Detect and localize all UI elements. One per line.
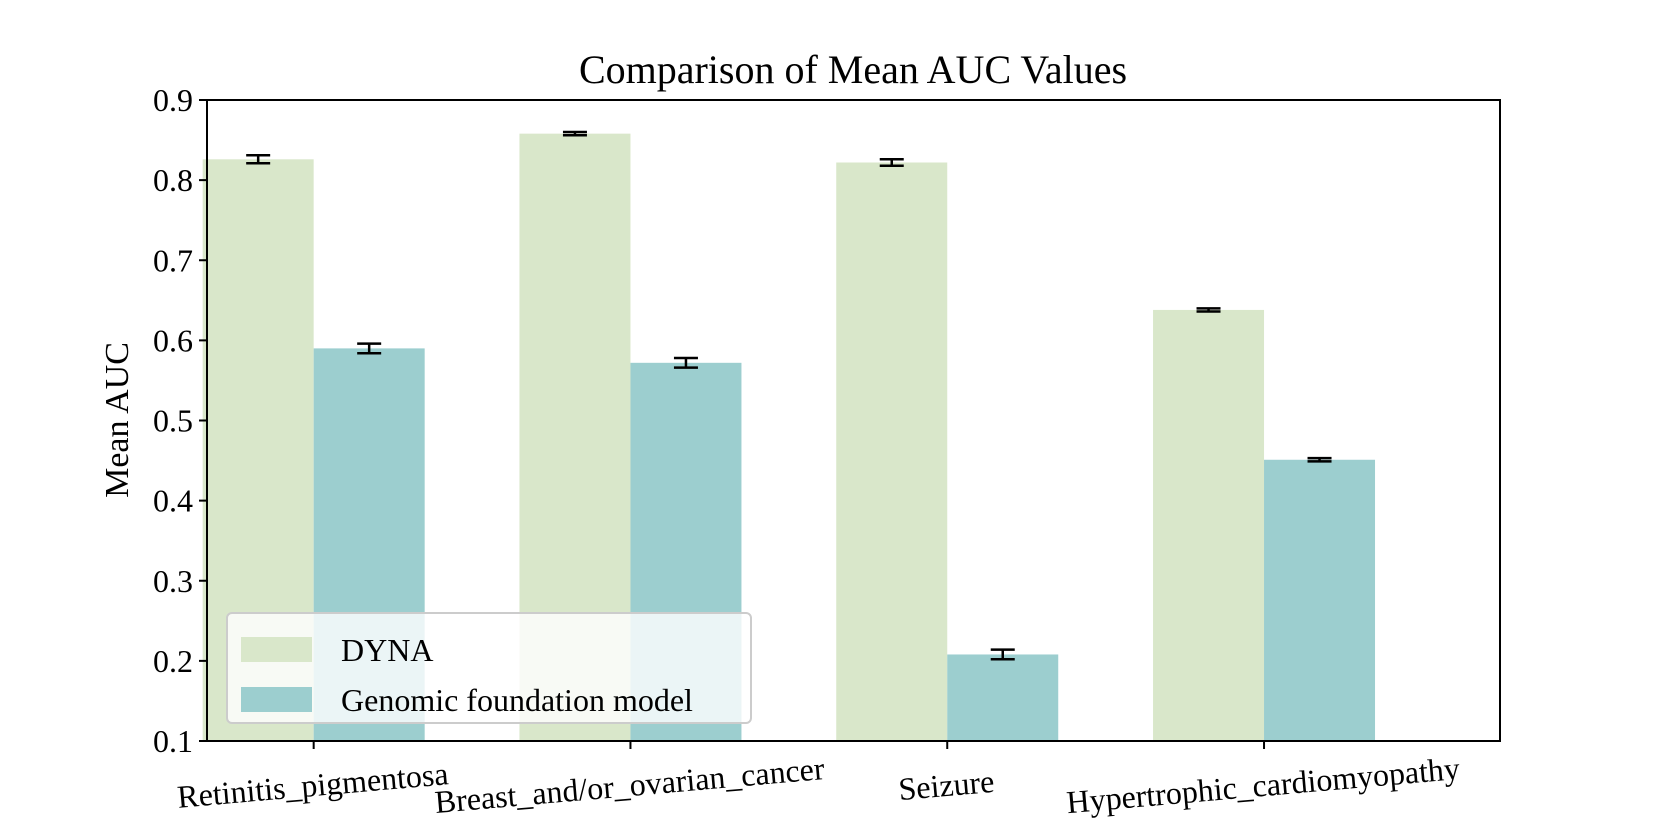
- bar-genomic-4: [1264, 459, 1376, 741]
- x-tick-label-4: Hypertrophic_cardiomyopathy: [1065, 750, 1461, 820]
- legend-box: [226, 612, 752, 724]
- y-tick-label-5: 0.5: [153, 403, 193, 439]
- error-bar-dyna-2: [562, 130, 587, 137]
- y-tick-label-4: 0.4: [153, 483, 193, 519]
- error-bar-genomic-1: [357, 342, 382, 355]
- y-tick-label-2: 0.2: [153, 643, 193, 679]
- x-tick-label-1: Retinitis_pigmentosa: [176, 755, 450, 815]
- y-tick-label-8: 0.8: [153, 162, 193, 198]
- bar-genomic-3: [947, 654, 1059, 741]
- legend-swatch-dyna: [241, 637, 312, 662]
- y-tick-label-3: 0.3: [153, 563, 193, 599]
- legend-label-dyna: DYNA: [341, 632, 433, 668]
- x-tick-label-2: Breast_and/or_ovarian_cancer: [433, 750, 826, 820]
- bar-dyna-3: [836, 162, 948, 741]
- bar-dyna-4: [1153, 309, 1265, 741]
- bars-layer: [202, 133, 1376, 742]
- error-bar-genomic-4: [1307, 456, 1332, 463]
- legend-swatch-genomic: [241, 687, 312, 712]
- x-axis-ticks: Retinitis_pigmentosaBreast_and/or_ovaria…: [176, 741, 1461, 820]
- y-tick-label-9: 0.9: [153, 82, 193, 118]
- y-tick-label-1: 0.1: [153, 723, 193, 759]
- error-bar-dyna-4: [1196, 307, 1221, 313]
- y-axis-ticks: 0.1 0.2 0.3 0.4 0.5 0.6 0.7 0.8 0.9: [153, 82, 207, 759]
- y-axis-label: Mean AUC: [99, 342, 136, 498]
- error-bar-genomic-3: [990, 648, 1015, 661]
- legend-label-genomic: Genomic foundation model: [341, 682, 693, 718]
- y-tick-label-7: 0.7: [153, 242, 193, 278]
- x-tick-label-3: Seizure: [897, 763, 996, 807]
- y-tick-label-6: 0.6: [153, 322, 193, 358]
- error-bars-layer: [246, 130, 1332, 661]
- error-bar-dyna-3: [879, 158, 904, 167]
- error-bar-genomic-2: [673, 356, 698, 369]
- legend: DYNA Genomic foundation model: [226, 612, 752, 724]
- error-bar-dyna-1: [246, 154, 271, 165]
- chart-title: Comparison of Mean AUC Values: [579, 47, 1127, 92]
